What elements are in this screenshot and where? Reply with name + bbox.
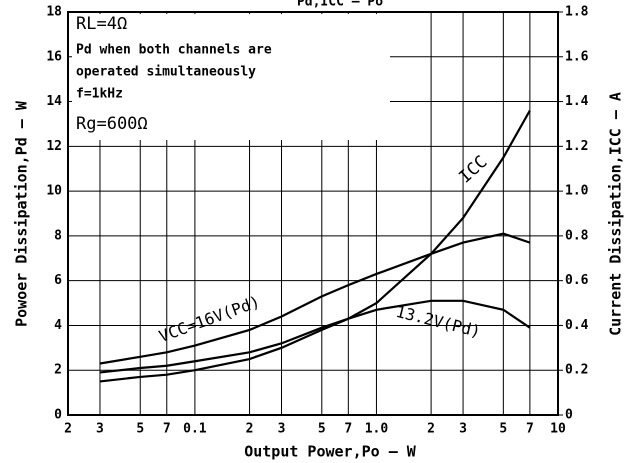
y-tick-label: 10 <box>46 184 62 199</box>
series-label: 13.2V(Pd) <box>394 302 483 341</box>
y-tick-label: 6 <box>54 273 62 288</box>
y2-tick-label: 1.8 <box>565 5 589 20</box>
y2-tick-label: 0.4 <box>565 318 589 333</box>
y2-tick-label: 0.8 <box>565 228 589 243</box>
x-tick-label: 1.0 <box>365 422 389 437</box>
x-tick-label: 2 <box>427 422 435 437</box>
y-axis-label: Powoer Dissipation,Pd – W <box>13 100 31 327</box>
series-line <box>99 299 531 374</box>
y2-tick-label: 1.2 <box>565 139 588 154</box>
annotation: f=1kHz <box>76 87 123 102</box>
x-tick-label: 3 <box>96 422 104 437</box>
y2-axis-label: Current Dissipation,ICC – A <box>607 92 625 336</box>
curves <box>99 109 531 383</box>
x-tick-label: 5 <box>136 422 144 437</box>
x-axis-label: Output Power,Po – W <box>244 443 417 461</box>
series-line <box>99 109 531 383</box>
x-tick-label: 7 <box>163 422 171 437</box>
y-tick-label: 16 <box>46 49 62 64</box>
x-tick-label: 5 <box>318 422 326 437</box>
y2-tick-label: 1.0 <box>565 184 589 199</box>
y2-tick-label: 0.6 <box>565 273 589 288</box>
annotation: operated simultaneously <box>76 65 256 80</box>
y-tick-label: 2 <box>54 363 62 378</box>
y-tick-label: 8 <box>54 228 62 243</box>
y-tick-label: 4 <box>54 318 62 333</box>
series-line <box>99 232 531 365</box>
y2-tick-label: 1.4 <box>565 94 589 109</box>
y2-tick-label: 0 <box>565 408 573 423</box>
y2-tick-label: 1.6 <box>565 49 589 64</box>
y-tick-label: 0 <box>54 408 62 423</box>
x-tick-label: 5 <box>499 422 507 437</box>
annotation-bg <box>72 14 390 140</box>
x-tick-label: 7 <box>344 422 352 437</box>
y-tick-label: 14 <box>46 94 62 109</box>
annotation: Rg=600Ω <box>76 114 148 134</box>
chart-title: Pd,ICC – Po <box>297 0 383 10</box>
x-tick-label: 0.1 <box>183 422 207 437</box>
y-tick-label: 18 <box>46 5 62 20</box>
x-tick-label: 10 <box>550 422 566 437</box>
y-tick-label: 12 <box>46 139 62 154</box>
series-label: VCC=16V(Pd) <box>156 292 262 346</box>
y2-tick-label: 0.2 <box>565 363 588 378</box>
x-tick-label: 3 <box>459 422 467 437</box>
x-tick-label: 7 <box>526 422 534 437</box>
annotation: Pd when both channels are <box>76 43 272 58</box>
annotation: RL=4Ω <box>76 14 127 34</box>
x-tick-label: 2 <box>64 422 72 437</box>
x-tick-label: 2 <box>246 422 254 437</box>
x-tick-label: 3 <box>278 422 286 437</box>
